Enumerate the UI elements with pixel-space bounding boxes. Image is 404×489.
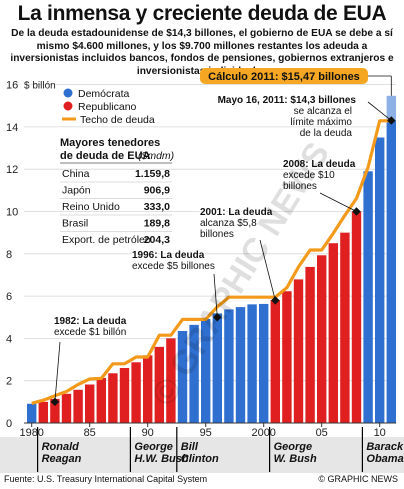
debt-bar [50,398,60,423]
legend-democrat-dot [63,88,73,98]
holders-country: Reino Unido [62,201,120,213]
annotation-marker [271,296,280,305]
y-unit-label: $ billón [24,81,56,92]
x-tick-label: 1980 [19,427,43,439]
debt-bar [85,384,95,423]
debt-bar [27,403,37,423]
annotation: 1996: La deuda excede $5 billones [132,250,215,272]
y-tick-label: 2 [6,376,12,388]
debt-bar [293,279,304,423]
president-name: Ronald Reagan [42,441,82,465]
holders-unit: ($mdm) [138,150,174,162]
president-name: Barack Obama [366,441,404,465]
holders-value: 204,3 [144,234,170,246]
holders-country: China [62,168,90,180]
debt-bar [351,211,362,423]
debt-bar [375,137,385,423]
debt-bar [247,304,257,423]
legend-republican-label: Republicano [78,101,137,113]
debt-bar [131,362,141,423]
debt-bar [328,243,338,423]
debt-bar [73,389,83,423]
estimate-callout-bg [200,68,368,84]
y-tick-label: 0 [6,418,12,430]
president-band [0,437,404,473]
debt-bar [259,303,269,423]
holders-value: 333,0 [144,201,170,213]
debt-bar [363,171,373,423]
debt-bar [119,368,130,423]
debt-bar [166,338,176,423]
annotation: 2001: La deuda alcanza $5,8 billones [200,207,273,240]
y-tick-label: 14 [6,122,18,134]
holders-value: 1.159,8 [135,168,170,180]
page-title: La inmensa y creciente deuda de EUA [17,2,387,25]
legend-democrat-label: Demócrata [78,88,130,100]
annotation-leader [367,101,392,121]
x-tick-label: 95 [200,427,212,439]
annotation-leader [259,239,276,301]
estimate-callout: Cálculo 2011: $15,47 billones [208,71,360,83]
debt-bar [386,120,396,424]
debt-bar [96,377,106,423]
y-tick-label: 6 [6,291,12,303]
debt-bar [270,300,280,423]
legend-republican-dot [63,101,73,111]
debt-bar [189,324,199,423]
debt-bar [201,318,211,423]
annotation-marker [352,207,361,216]
debt-bar [212,313,222,423]
annotation-leader [319,192,357,212]
annotation-leader [213,273,218,318]
debt-bar [224,309,234,423]
x-tick-label: 2000 [251,427,275,439]
debt-bar [317,255,327,423]
president-name: George W. Bush [274,441,317,465]
holders-country: Japón [62,185,91,197]
x-tick-label: 90 [142,427,154,439]
debt-bar [340,232,350,423]
x-tick-label: 05 [316,427,328,439]
holders-country: Export. de petróleo [62,234,151,246]
holders-title: de deuda de EUA [60,150,151,162]
y-tick-label: 10 [6,207,18,219]
annotation-marker [50,397,60,407]
holders-value: 189,8 [144,218,170,230]
debt-bar [108,373,118,423]
holders-value: 906,9 [144,185,170,197]
annotation: 1982: La deuda excede $1 billón [54,316,127,338]
x-tick-label: 85 [84,427,96,439]
debt-bar [235,307,246,423]
y-tick-label: 12 [6,164,18,176]
president-name: Bill Clinton [181,441,219,465]
source-note: Fuente: U.S. Treasury International Capi… [4,474,208,484]
y-tick-label: 8 [6,249,12,261]
debt-bar [305,266,315,423]
debt-bar [282,291,292,423]
x-tick-label: 10 [374,427,386,439]
y-tick-label: 4 [6,333,12,345]
credit-note: © GRAPHIC NEWS [318,474,398,484]
annotation: Mayo 16, 2011: $14,3 billones se alcanza … [218,95,357,139]
debt-bar [177,330,188,423]
annotation: 2008: La deuda excede $10 billones [283,159,356,192]
annotation-marker [387,116,396,125]
legend-ceiling-label: Techo de deuda [80,114,155,126]
debt-ceiling-line [31,119,392,405]
y-tick-label: 16 [6,80,18,92]
debt-bar [154,346,164,423]
annotation-marker [213,313,222,322]
debt-bar [61,393,72,423]
debt-bar [143,355,153,423]
holders-title: Mayores tenedores [60,137,160,149]
debt-bar [38,401,48,423]
holders-country: Brasil [62,218,88,230]
estimate-bar [386,95,396,121]
annotation-leader [54,341,61,402]
president-name: George H.W. Bush [134,441,188,465]
